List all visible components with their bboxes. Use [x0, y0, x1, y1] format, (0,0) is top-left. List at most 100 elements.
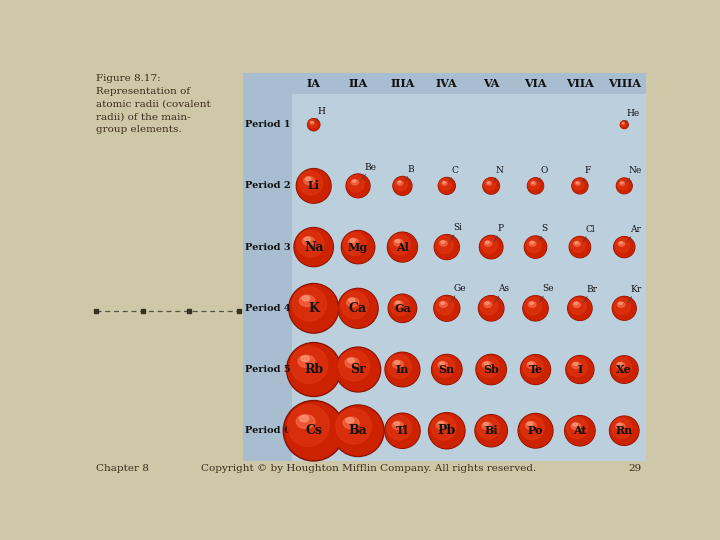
Circle shape — [571, 238, 585, 253]
Circle shape — [477, 417, 500, 439]
Ellipse shape — [398, 181, 401, 183]
Ellipse shape — [441, 302, 445, 305]
Circle shape — [295, 228, 333, 266]
Circle shape — [483, 178, 500, 194]
Circle shape — [387, 416, 412, 440]
Ellipse shape — [302, 296, 310, 301]
Ellipse shape — [348, 358, 354, 363]
Circle shape — [523, 296, 548, 321]
Circle shape — [567, 356, 593, 383]
Circle shape — [611, 356, 637, 383]
Text: Chapter 8: Chapter 8 — [96, 464, 149, 473]
Ellipse shape — [574, 241, 580, 246]
Text: As: As — [495, 284, 509, 302]
Circle shape — [434, 295, 459, 321]
Ellipse shape — [485, 241, 492, 246]
Circle shape — [621, 121, 628, 129]
Ellipse shape — [619, 242, 623, 244]
Circle shape — [611, 356, 638, 383]
Text: B: B — [405, 165, 414, 181]
Circle shape — [436, 298, 454, 315]
Ellipse shape — [440, 362, 444, 365]
Circle shape — [393, 177, 412, 195]
Ellipse shape — [436, 421, 448, 429]
Circle shape — [528, 179, 540, 190]
Text: Sn: Sn — [438, 364, 455, 375]
Ellipse shape — [348, 298, 355, 302]
Text: Bi: Bi — [485, 425, 498, 436]
Circle shape — [388, 294, 417, 322]
Circle shape — [523, 357, 544, 377]
Ellipse shape — [575, 242, 578, 244]
Circle shape — [342, 231, 374, 263]
Ellipse shape — [296, 415, 315, 428]
Circle shape — [570, 237, 590, 257]
Circle shape — [613, 237, 635, 258]
Circle shape — [484, 179, 495, 190]
Ellipse shape — [575, 181, 580, 185]
Text: VA: VA — [483, 78, 500, 89]
Circle shape — [294, 227, 333, 267]
Ellipse shape — [575, 302, 578, 305]
Text: Rb: Rb — [304, 363, 323, 376]
Circle shape — [390, 234, 410, 255]
Ellipse shape — [618, 362, 622, 366]
Ellipse shape — [397, 181, 402, 185]
Circle shape — [613, 358, 631, 376]
Text: Cs: Cs — [305, 424, 322, 437]
Circle shape — [439, 179, 451, 190]
Circle shape — [567, 418, 588, 438]
Ellipse shape — [618, 302, 622, 305]
Circle shape — [621, 121, 628, 129]
Circle shape — [435, 235, 459, 259]
Ellipse shape — [346, 418, 354, 423]
Ellipse shape — [343, 417, 359, 429]
Ellipse shape — [484, 362, 489, 365]
Circle shape — [287, 342, 341, 396]
Text: Se: Se — [539, 284, 554, 302]
Ellipse shape — [616, 423, 625, 430]
Ellipse shape — [576, 182, 579, 184]
Text: Period 3: Period 3 — [245, 242, 290, 252]
Ellipse shape — [486, 241, 490, 244]
Text: Figure 8.17:
Representation of
atomic radii (covalent
radii) of the main-
group : Figure 8.17: Representation of atomic ra… — [96, 74, 211, 134]
Circle shape — [297, 231, 324, 257]
Circle shape — [525, 237, 546, 258]
Ellipse shape — [353, 180, 356, 183]
Ellipse shape — [396, 301, 400, 304]
Text: Period 4: Period 4 — [245, 304, 290, 313]
Text: Sr: Sr — [350, 363, 366, 376]
Circle shape — [336, 347, 381, 392]
Circle shape — [297, 170, 330, 202]
Circle shape — [615, 238, 630, 253]
Circle shape — [341, 291, 369, 319]
Ellipse shape — [618, 423, 622, 427]
Circle shape — [292, 287, 326, 321]
Circle shape — [386, 414, 419, 448]
Circle shape — [478, 356, 499, 377]
Circle shape — [387, 355, 411, 379]
Circle shape — [436, 237, 453, 253]
Text: VIIA: VIIA — [566, 78, 594, 89]
Circle shape — [307, 119, 320, 131]
Ellipse shape — [618, 241, 625, 246]
Circle shape — [570, 237, 590, 258]
Circle shape — [389, 295, 416, 322]
Circle shape — [476, 415, 507, 446]
Text: Period 2: Period 2 — [245, 181, 290, 191]
Ellipse shape — [622, 123, 624, 124]
Circle shape — [565, 416, 595, 445]
Circle shape — [346, 174, 370, 198]
Circle shape — [617, 178, 631, 193]
Text: IIA: IIA — [348, 78, 368, 89]
Circle shape — [480, 235, 503, 259]
Text: Pb: Pb — [438, 424, 456, 437]
Circle shape — [438, 178, 455, 194]
Circle shape — [438, 178, 455, 194]
Ellipse shape — [482, 422, 492, 429]
Text: Br: Br — [583, 285, 598, 302]
Ellipse shape — [395, 301, 403, 307]
Circle shape — [388, 233, 417, 261]
Text: F: F — [582, 166, 591, 182]
Ellipse shape — [310, 122, 314, 124]
